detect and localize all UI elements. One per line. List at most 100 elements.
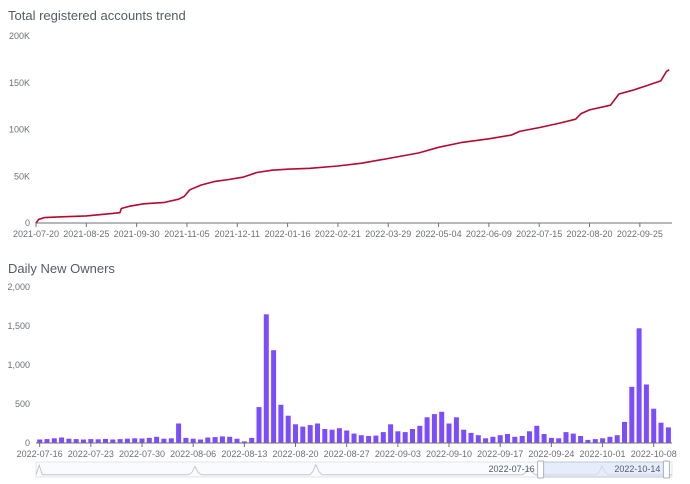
- line-chart-x-tick-label: 2022-05-04: [416, 229, 462, 239]
- daily-new-owners-bar: [658, 422, 664, 443]
- daily-new-owners-bar: [505, 434, 510, 443]
- daily-new-owners-bar: [453, 417, 459, 443]
- daily-new-owners-bar: [110, 439, 116, 443]
- daily-new-owners-bar: [146, 437, 152, 443]
- daily-new-owners-bar: [219, 436, 225, 443]
- daily-new-owners-bar: [629, 386, 635, 443]
- daily-new-owners-bar: [410, 429, 415, 443]
- daily-new-owners-bar: [124, 438, 130, 443]
- daily-new-owners-bar: [519, 436, 525, 443]
- daily-new-owners-bar: [527, 431, 532, 443]
- daily-new-owners-bar: [154, 436, 160, 443]
- daily-new-owners-bar: [358, 435, 364, 443]
- daily-new-owners-bar: [66, 438, 72, 443]
- daily-new-owners-bar: [285, 415, 291, 443]
- daily-new-owners-bar: [212, 437, 218, 443]
- daily-new-owners-bar: [570, 433, 576, 443]
- bar-chart-y-tick-label: 1,000: [7, 360, 30, 370]
- line-chart-x-tick-label: 2022-08-20: [567, 229, 613, 239]
- line-chart-x-tick-label: 2022-09-25: [617, 229, 663, 239]
- daily-new-owners-bar: [600, 438, 606, 443]
- daily-new-owners-bar: [198, 439, 203, 443]
- bar-chart-y-tick-label: 500: [15, 399, 30, 409]
- daily-new-owners-bar: [161, 438, 167, 443]
- daily-new-owners-bar: [636, 328, 642, 443]
- daily-new-owners-bar: [490, 436, 496, 443]
- daily-new-owners-bar: [548, 437, 554, 443]
- daily-new-owners-bar: [81, 439, 86, 443]
- daily-new-owners-bar: [117, 439, 123, 443]
- daily-new-owners-bar: [271, 350, 277, 443]
- daily-new-owners-bar: [293, 424, 298, 443]
- daily-new-owners-bar: [651, 408, 657, 443]
- line-chart-x-tick-label: 2021-11-05: [164, 229, 209, 239]
- daily-new-owners-bar: [190, 438, 196, 443]
- daily-new-owners-bar: [461, 429, 467, 443]
- line-chart-x-tick-label: 2022-07-15: [516, 229, 562, 239]
- line-chart-x-tick-label: 2022-03-29: [365, 229, 411, 239]
- daily-new-owners-bar: [37, 439, 43, 443]
- daily-new-owners-bar: [665, 427, 671, 443]
- bar-chart-y-tick-label: 2,000: [7, 282, 30, 292]
- daily-new-owners-bar: [234, 438, 240, 443]
- bar-chart-x-tick-label: 2022-07-23: [68, 449, 114, 459]
- bar-chart-x-tick-label: 2022-07-30: [119, 449, 165, 459]
- daily-new-owners-bar: [643, 384, 649, 443]
- daily-new-owners-bar: [622, 421, 627, 443]
- daily-new-owners-bar: [315, 423, 320, 443]
- line-chart-y-tick-label: 100K: [9, 125, 30, 135]
- zoom-end-label: 2022-10-14: [614, 464, 660, 474]
- daily-new-owners-bar: [103, 438, 108, 443]
- line-chart-x-tick-label: 2022-02-21: [315, 229, 361, 239]
- daily-new-owners-bar: [278, 404, 284, 443]
- daily-new-owners-bar: [388, 424, 394, 443]
- bar-chart-x-tick-label: 2022-09-17: [477, 449, 523, 459]
- bar-chart-x-tick-label: 2022-10-08: [631, 449, 677, 459]
- bar-chart-x-tick-label: 2022-09-10: [426, 449, 472, 459]
- daily-new-owners-bar: [614, 435, 620, 443]
- daily-new-owners-bar: [512, 436, 518, 443]
- daily-new-owners-bar: [88, 439, 94, 443]
- daily-new-owners-bar: [578, 436, 584, 443]
- bar-chart-x-tick-label: 2022-08-13: [221, 449, 267, 459]
- daily-new-owners-bar: [395, 431, 401, 443]
- zoom-start-handle[interactable]: [537, 460, 545, 479]
- line-chart-x-tick-label: 2021-08-25: [63, 229, 109, 239]
- daily-new-owners-bar: [380, 432, 386, 443]
- daily-new-owners-bar: [556, 438, 562, 443]
- daily-new-owners-bar: [249, 437, 255, 443]
- zoom-end-handle[interactable]: [662, 460, 670, 479]
- daily-new-owners-bar: [307, 425, 313, 443]
- zoom-start-label: 2022-07-16: [489, 464, 535, 474]
- bar-chart-y-tick-label: 0: [25, 438, 30, 448]
- line-chart-x-tick-label: 2022-01-16: [265, 229, 311, 239]
- chart-title-total-accounts: Total registered accounts trend: [8, 8, 186, 23]
- daily-new-owners-bar: [563, 432, 569, 443]
- daily-new-owners-bar: [263, 314, 269, 443]
- bar-chart-y-tick-label: 1,500: [7, 321, 30, 331]
- line-chart-x-tick-label: 2021-07-20: [13, 229, 59, 239]
- bar-chart-x-tick-label: 2022-09-03: [375, 449, 421, 459]
- daily-new-owners-bar: [95, 439, 101, 443]
- daily-new-owners-bar: [607, 436, 613, 443]
- daily-new-owners-bar: [329, 429, 335, 443]
- line-chart-y-tick-label: 150K: [9, 78, 30, 88]
- daily-new-owners-bar: [51, 438, 57, 443]
- daily-new-owners-bar: [205, 437, 211, 443]
- daily-new-owners-bar: [417, 425, 423, 443]
- daily-new-owners-bar: [344, 430, 350, 443]
- bar-chart-x-tick-label: 2022-08-06: [170, 449, 216, 459]
- daily-new-owners-bar: [336, 428, 342, 443]
- daily-new-owners-bar: [132, 438, 138, 443]
- daily-new-owners-bar: [534, 425, 540, 443]
- daily-new-owners-bar: [585, 439, 591, 443]
- daily-new-owners-bar: [183, 437, 189, 443]
- daily-new-owners-bar: [439, 411, 445, 443]
- daily-new-owners-bar: [256, 407, 262, 443]
- daily-new-owners-bar: [541, 434, 547, 443]
- daily-new-owners-bar: [402, 432, 408, 443]
- line-chart-x-tick-label: 2021-09-30: [114, 229, 160, 239]
- daily-new-owners-bar: [475, 435, 481, 443]
- daily-new-owners-bar: [373, 435, 379, 443]
